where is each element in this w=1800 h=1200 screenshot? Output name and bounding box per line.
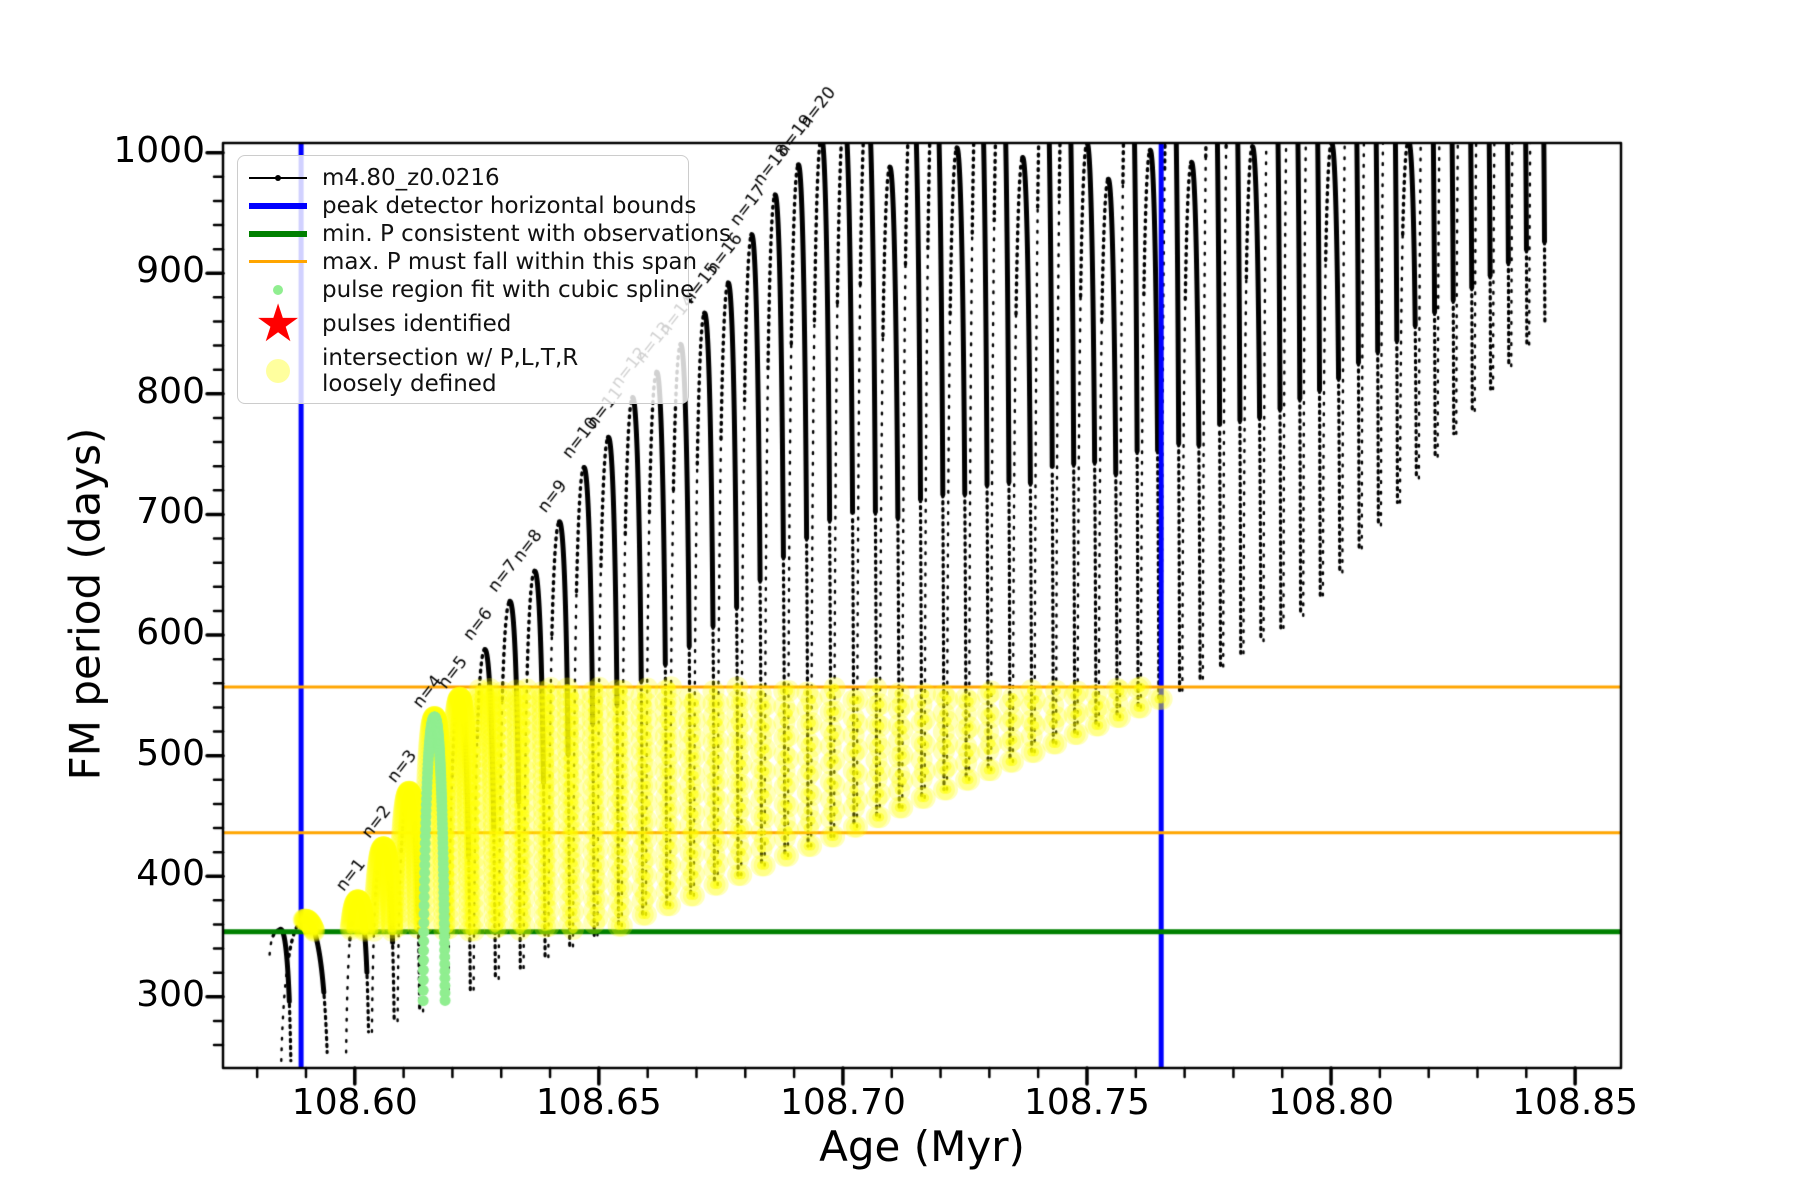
legend-entry-spline-fit: pulse region fit with cubic spline [246,276,694,303]
legend-entry-peak-bounds: peak detector horizontal bounds [246,192,696,219]
green-dot-icon [246,284,310,295]
x-tick-label: 108.65 [535,1082,662,1123]
legend-label: peak detector horizontal bounds [322,192,697,219]
x-tick-label: 108.70 [779,1082,906,1123]
legend-label: pulse region fit with cubic spline [322,276,695,303]
x-tick-label: 108.75 [1024,1082,1150,1123]
line-with-dot-icon [246,176,310,179]
legend-label: m4.80_z0.0216 [322,164,500,191]
legend-entry-intersection: intersection w/ P,L,T,R loosely defined [246,345,678,397]
y-tick-label: 300 [136,973,205,1015]
x-tick-label: 108.85 [1512,1082,1639,1123]
blue-line-icon [246,202,310,209]
green-line-icon [246,230,310,237]
y-tick-label: 600 [136,612,205,654]
legend-entry-main-series: m4.80_z0.0216 [246,164,678,191]
y-tick-label: 400 [136,853,205,895]
legend-entry-max-period-span: max. P must fall within this span [246,248,697,275]
legend-entry-min-period: min. P consistent with observations [246,220,731,247]
red-star-icon: ★ [254,294,302,354]
y-tick-label: 1000 [113,129,205,171]
x-axis-label: Age (Myr) [819,1122,1025,1171]
y-tick-label: 800 [136,370,205,412]
legend-label: min. P consistent with observations [322,220,732,247]
x-tick-label: 108.60 [291,1082,418,1123]
y-tick-label: 500 [136,732,205,774]
legend-label: max. P must fall within this span [322,248,698,275]
orange-line-icon [246,260,310,263]
yellow-dot-icon [246,359,310,383]
legend-entry-pulses-identified: ★ pulses identified [246,294,678,354]
y-tick-label: 900 [136,250,205,292]
y-tick-label: 700 [136,491,205,533]
legend: m4.80_z0.0216 peak detector horizontal b… [237,155,731,404]
legend-label: intersection w/ P,L,T,R loosely defined [322,345,579,397]
legend-label: pulses identified [322,311,512,337]
y-axis-label: FM period (days) [60,427,110,781]
x-tick-label: 108.80 [1268,1082,1395,1123]
